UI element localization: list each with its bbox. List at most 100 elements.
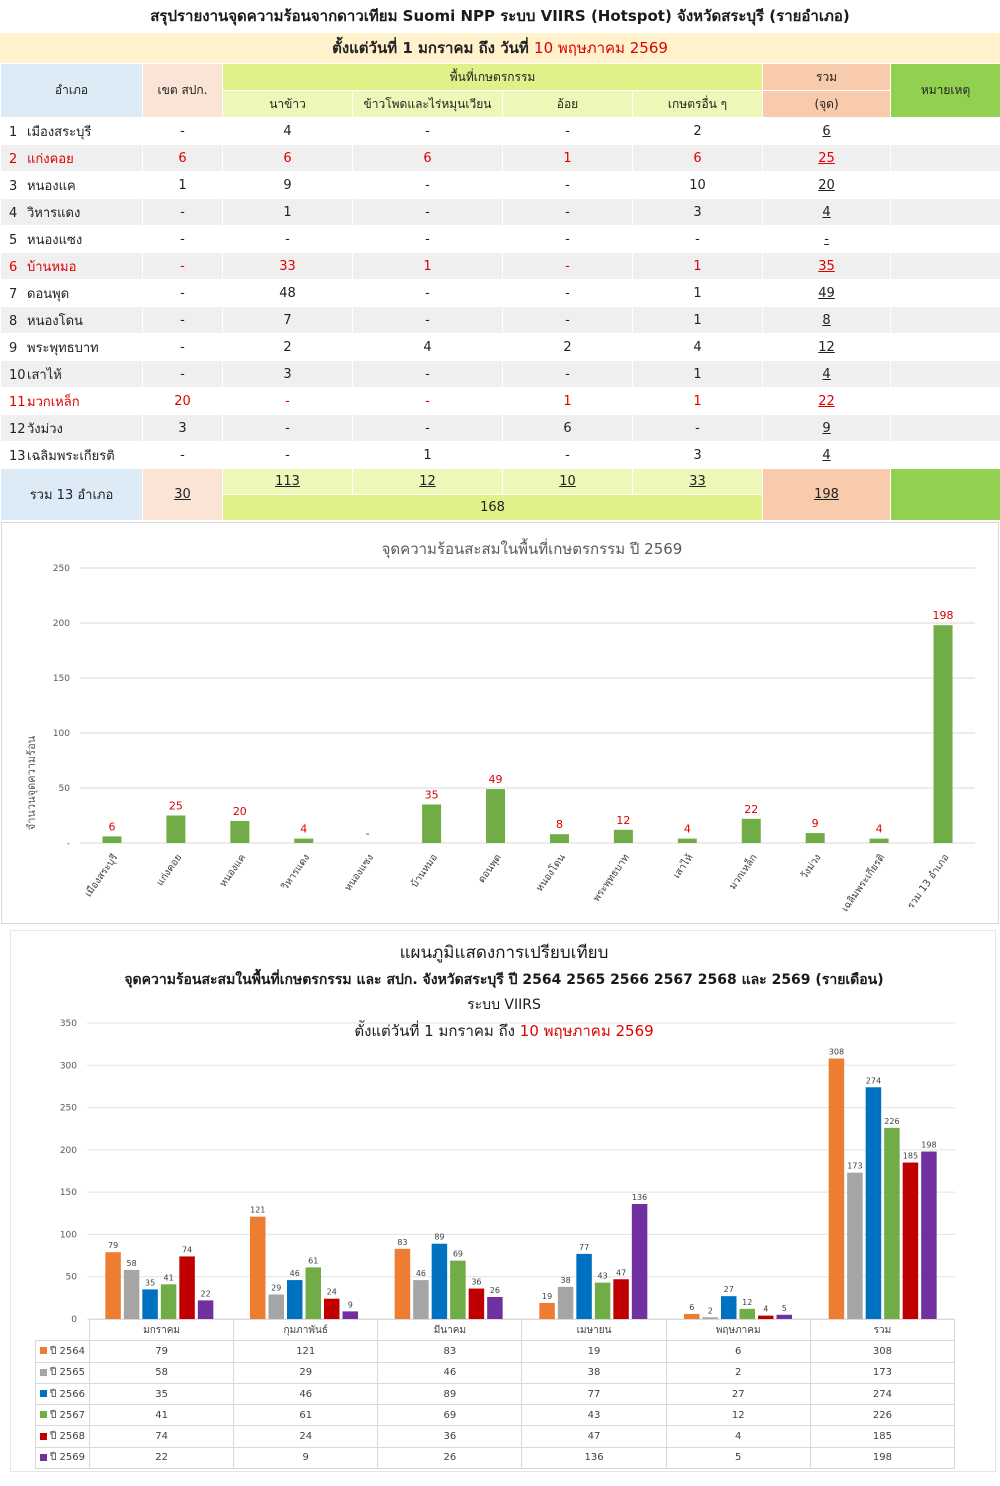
- cell-rice: 48: [222, 279, 353, 307]
- legend-label: ปี 2569: [50, 1452, 85, 1464]
- chart2-data-label: 36: [471, 1278, 481, 1287]
- chart1-bar: [102, 836, 122, 843]
- cell-sugarcane: 1: [502, 144, 633, 172]
- chart2-bar: [160, 1284, 177, 1319]
- chart2-data-label: 226: [884, 1117, 899, 1126]
- cell-total: 4: [762, 441, 892, 469]
- chart1-ytick: 50: [59, 784, 71, 794]
- compare-category-label: พฤษภาคม: [665, 1318, 811, 1342]
- table-row: 7 ดอนพุด -48- -1 49: [0, 279, 1000, 307]
- compare-table-cell: 35: [88, 1382, 235, 1406]
- compare-table-cell: 26: [377, 1446, 523, 1470]
- compare-table-cell: 22: [88, 1446, 235, 1470]
- chart1-category-label: เสาไห้: [671, 852, 696, 881]
- compare-table-cell: 46: [377, 1361, 523, 1384]
- compare-table-cell: 9: [233, 1446, 379, 1470]
- table-row: 2 แก่งคอย 6 6 6 1 6 25: [0, 144, 1000, 172]
- cell-rice: -: [222, 225, 353, 253]
- cell-zone: -: [142, 198, 223, 226]
- district-name: 4 วิหารแดง: [0, 198, 143, 226]
- chart2-date-prefix: ตั้งแต่วันที่ 1 มกราคม ถึง: [354, 1022, 515, 1040]
- compare-table-cell: 27: [665, 1382, 811, 1406]
- cell-sugarcane: 1: [502, 387, 633, 415]
- compare-table-cell: 79: [88, 1340, 235, 1363]
- district-label: เมืองสระบุรี: [27, 124, 92, 140]
- chart2-bar: [684, 1313, 700, 1319]
- chart2-data-label: 29: [271, 1283, 281, 1292]
- district-name: 11มวกเหล็ก: [0, 387, 143, 415]
- chart2-data-label: 58: [126, 1259, 136, 1268]
- compare-table-header: มกราคม กุมภาพันธ์ มีนาคม เมษายน พฤษภาคม รวม: [35, 1318, 956, 1342]
- table-row: 12วังม่วง 3- -6-9: [0, 414, 1000, 442]
- compare-table-cell: 69: [377, 1404, 523, 1427]
- chart1-category-label: วิหารแดง: [279, 852, 312, 892]
- chart2-bar: [613, 1279, 629, 1319]
- district-no: 4: [9, 205, 18, 221]
- compare-table-row: ปี 2565 58 29 46 38 2 173: [35, 1361, 956, 1384]
- chart2-bar: [539, 1302, 555, 1319]
- cell-note: [890, 279, 1000, 307]
- compare-table-cell: 41: [88, 1404, 235, 1427]
- cell-other: 3: [631, 441, 764, 469]
- chart1-bar: [549, 834, 569, 843]
- chart1-data-label: 4: [684, 823, 691, 836]
- cell-corn: -: [352, 360, 503, 388]
- compare-chart-svg: 0501001502002503003507958354174221212946…: [60, 1019, 955, 1325]
- chart2-bar: [250, 1216, 266, 1319]
- cell-other: 3: [631, 198, 764, 226]
- chart1-category-label: หนองแค: [218, 852, 248, 889]
- cell-note: [890, 333, 1000, 361]
- cell-corn: -: [352, 198, 503, 226]
- chart1-category-label: พระพุทธบาท: [591, 852, 632, 904]
- cell-other: 1: [631, 279, 764, 307]
- cell-note: [890, 360, 1000, 388]
- cell-sugarcane: -: [502, 171, 633, 199]
- sum-agri-total: 168: [221, 494, 764, 521]
- chart1-data-label: 4: [300, 823, 307, 836]
- legend-entry: ปี 2564: [35, 1340, 90, 1363]
- cell-sugarcane: 6: [502, 414, 633, 442]
- legend-label: ปี 2567: [50, 1409, 85, 1421]
- chart2-date-end: 10 พฤษภาคม 2569: [519, 1022, 654, 1040]
- chart2-bar: [105, 1252, 121, 1319]
- cell-note: [890, 252, 1000, 280]
- compare-table-cell: 58: [88, 1361, 235, 1384]
- chart2-ytick: 200: [60, 1146, 77, 1156]
- district-label: แก่งคอย: [27, 151, 74, 167]
- chart2-subtitle3: ตั้งแต่วันที่ 1 มกราคม ถึง 10 พฤษภาคม 25…: [11, 1019, 997, 1043]
- cell-zone: -: [142, 225, 223, 253]
- chart1-category-label: มวกเหล็ก: [725, 851, 760, 892]
- compare-table-row: ปี 2569 22 9 26 136 5 198: [35, 1446, 956, 1470]
- cell-zone: 3: [142, 414, 223, 442]
- chart2-ytick: 350: [60, 1019, 77, 1029]
- legend-swatch: [40, 1368, 47, 1376]
- chart2-data-label: 22: [200, 1289, 210, 1298]
- compare-category-label: มกราคม: [88, 1318, 235, 1342]
- district-name: 6 บ้านหมอ: [0, 252, 143, 280]
- table-row: 9 พระพุทธบาท -2 4 2 4 12: [0, 333, 1000, 361]
- chart2-data-label: 121: [250, 1206, 265, 1215]
- chart2-data-label: 74: [182, 1245, 192, 1254]
- cell-total: 8: [762, 306, 892, 334]
- chart1-bar: [166, 815, 186, 843]
- chart2-data-label: 27: [724, 1285, 734, 1294]
- chart2-ytick: 300: [60, 1061, 77, 1071]
- cell-note: [890, 144, 1000, 172]
- cell-total: 35: [762, 252, 892, 280]
- chart2-bar: [413, 1280, 429, 1319]
- chart1-ytick: -: [67, 839, 70, 849]
- compare-table-cell: 226: [809, 1404, 956, 1427]
- chart2-bar: [468, 1288, 485, 1319]
- chart1-category-label: รวม 13 อำเภอ: [906, 852, 952, 911]
- chart1-title: จุดความร้อนสะสมในพื้นที่เกษตรกรรม ปี 256…: [382, 538, 683, 559]
- cell-note: [890, 171, 1000, 199]
- district-no: 8: [9, 313, 18, 329]
- compare-table-corner: [35, 1319, 90, 1342]
- chart1-ylabel: จำนวนจุดความร้อน: [25, 735, 38, 830]
- cell-total: -: [762, 225, 892, 253]
- compare-table-cell: 29: [233, 1361, 379, 1384]
- chart2-bar: [865, 1087, 882, 1319]
- chart2-bar: [394, 1248, 411, 1319]
- district-name: 1 เมืองสระบุรี: [0, 117, 143, 145]
- cell-corn: 6: [352, 144, 503, 172]
